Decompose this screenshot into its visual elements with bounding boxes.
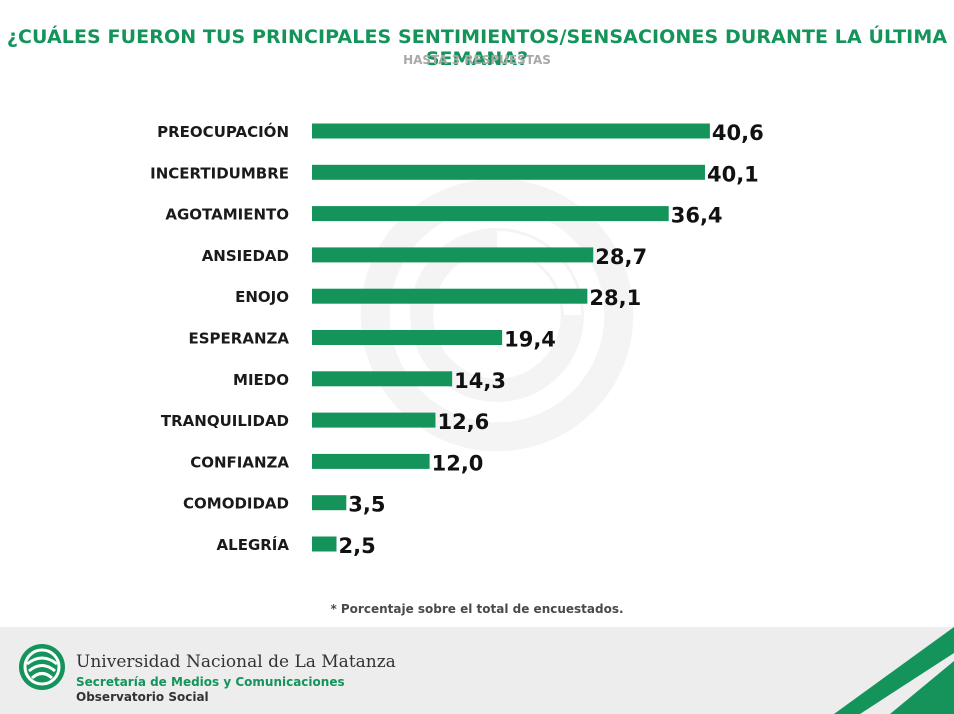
value-label: 40,1 [707, 162, 759, 186]
category-label: PREOCUPACIÓN [157, 122, 289, 141]
chart-subtitle: HASTA 3 RESPUESTAS [403, 53, 551, 67]
value-label: 12,6 [437, 410, 489, 434]
category-label: MIEDO [233, 371, 289, 389]
bar [312, 330, 503, 345]
value-label: 28,7 [595, 245, 647, 269]
value-label: 3,5 [348, 493, 385, 517]
value-label: 36,4 [671, 204, 723, 228]
category-label: CONFIANZA [190, 453, 289, 471]
bar [312, 453, 430, 469]
value-label: 28,1 [589, 286, 641, 310]
department-name: Secretaría de Medios y Comunicaciones [76, 675, 345, 689]
chart-title: ¿CUÁLES FUERON TUS PRINCIPALES SENTIMIEN… [6, 26, 948, 70]
category-label: ANSIEDAD [202, 247, 289, 265]
value-label: 40,6 [712, 121, 764, 145]
value-label: 12,0 [432, 451, 484, 475]
observatory-name: Observatorio Social [76, 690, 209, 704]
value-label: 19,4 [504, 328, 556, 352]
bar [312, 495, 347, 511]
unlam-logo-icon [19, 644, 65, 690]
bar [312, 123, 710, 139]
green-stripes-decoration [834, 627, 954, 714]
footer: Universidad Nacional de La Matanza Secre… [0, 627, 954, 714]
bar [312, 412, 436, 428]
category-label: COMODIDAD [183, 495, 289, 513]
bar [312, 288, 588, 304]
category-label: ESPERANZA [189, 330, 290, 348]
category-label: TRANQUILIDAD [161, 412, 289, 430]
value-label: 2,5 [339, 534, 376, 558]
footnote: * Porcentaje sobre el total de encuestad… [330, 602, 624, 616]
bar [312, 164, 705, 180]
category-label: AGOTAMIENTO [165, 206, 289, 224]
category-label: ALEGRÍA [217, 535, 290, 554]
bar [312, 247, 594, 263]
category-label: ENOJO [235, 288, 289, 306]
value-label: 14,3 [454, 369, 506, 393]
bar [312, 371, 453, 387]
bar [312, 206, 669, 222]
bar [312, 536, 337, 552]
category-label: INCERTIDUMBRE [150, 164, 289, 182]
university-name: Universidad Nacional de La Matanza [76, 652, 396, 672]
